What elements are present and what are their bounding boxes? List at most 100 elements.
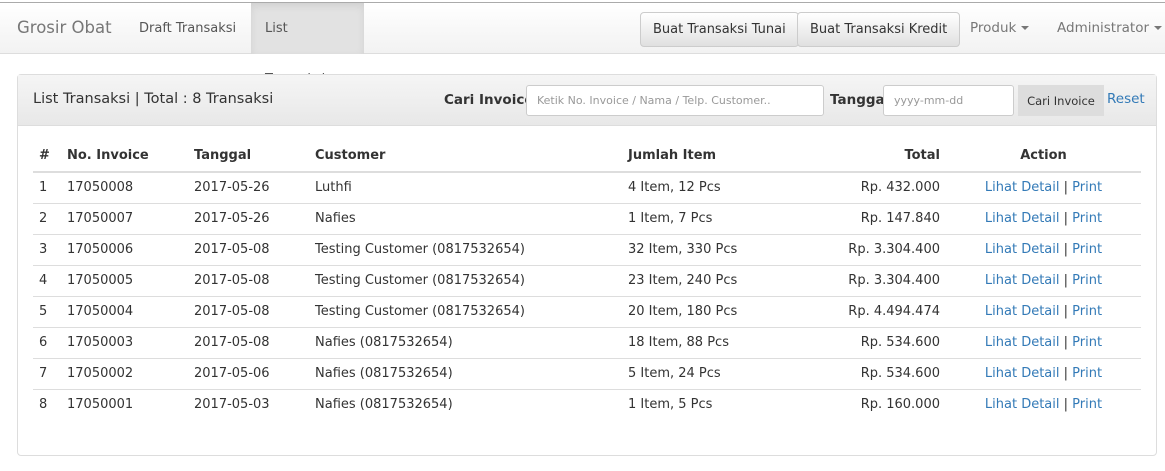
action-cell: Lihat Detail | Print (946, 358, 1141, 390)
table-cell: 17050008 (61, 172, 188, 204)
table-cell: Nafies (0817532654) (309, 327, 622, 359)
action-cell: Lihat Detail | Print (946, 296, 1141, 328)
print-link[interactable]: Print (1072, 273, 1103, 288)
table-cell: 17050006 (61, 234, 188, 266)
separator: | (1063, 273, 1069, 288)
print-link[interactable]: Print (1072, 366, 1103, 381)
navbar: Grosir Obat Draft Transaksi List Transak… (0, 2, 1165, 87)
caret-down-icon (1154, 26, 1163, 30)
lihat-detail-link[interactable]: Lihat Detail (984, 242, 1060, 257)
action-cell: Lihat Detail | Print (946, 203, 1141, 235)
panel-heading: List Transaksi | Total : 8 Transaksi Car… (18, 75, 1156, 126)
table-cell: 1 Item, 5 Pcs (628, 397, 713, 413)
table-cell: 17050003 (61, 327, 188, 359)
column-header: Customer (309, 140, 622, 173)
table-cell: Nafies (0817532654) (315, 397, 453, 413)
table-row: 4 17050005 2017-05-08 Testing Customer (081… (33, 265, 1141, 297)
table-cell: Rp. 147.840 (792, 203, 946, 235)
table-cell: 17050002 (61, 358, 188, 390)
date-label: Tanggal (830, 92, 890, 108)
table-row: 1 17050008 2017-05-26 Luthfi 4 Item, 12 Pcs R… (33, 172, 1141, 204)
print-link[interactable]: Print (1072, 211, 1103, 226)
table-cell: Testing Customer (0817532654) (309, 296, 622, 328)
table-row: 5 17050004 2017-05-08 Testing Customer (081… (33, 296, 1141, 328)
date-input[interactable] (883, 85, 1014, 116)
table-cell: 1 Item, 7 Pcs (622, 203, 792, 235)
print-link[interactable]: Print (1072, 397, 1103, 413)
separator: | (1063, 242, 1069, 257)
table-cell: Rp. 4.494.474 (792, 296, 946, 328)
print-link[interactable]: Print (1072, 304, 1103, 319)
table-cell: 3 (33, 234, 61, 266)
table-cell: 2017-05-08 (188, 327, 309, 359)
table-cell: 1 (33, 172, 61, 204)
nav-list-transaksi[interactable]: List Transaksi (251, 3, 364, 87)
separator: | (1063, 366, 1069, 381)
table-row: 3 17050006 2017-05-08 Testing Customer (081… (33, 234, 1141, 266)
separator: | (1063, 304, 1069, 319)
table-cell: 4 (33, 265, 61, 297)
column-header: No. Invoice (61, 140, 188, 173)
table-cell: Rp. 432.000 (792, 172, 946, 204)
column-header: Action (946, 140, 1141, 173)
produk-dropdown[interactable]: Produk (970, 3, 1030, 54)
table-cell: Rp. 160.000 (860, 397, 940, 413)
caret-down-icon (1021, 26, 1030, 30)
table-cell: 2017-05-03 (194, 397, 270, 413)
table-cell: Testing Customer (0817532654) (309, 234, 622, 266)
nav-draft-transaksi[interactable]: Draft Transaksi (139, 21, 237, 36)
search-input[interactable] (526, 85, 824, 116)
table-cell: 18 Item, 88 Pcs (622, 327, 792, 359)
table-cell: 17050001 (67, 397, 134, 413)
table-row: 6 17050003 2017-05-08 Nafies (0817532654) 18… (33, 327, 1141, 359)
table-cell: 8 (39, 397, 48, 413)
table-cell: 32 Item, 330 Pcs (622, 234, 792, 266)
buat-transaksi-kredit-button[interactable]: Buat Transaksi Kredit (797, 12, 961, 47)
table-cell: 20 Item, 180 Pcs (622, 296, 792, 328)
administrator-label: Administrator (1057, 20, 1150, 36)
brand[interactable]: Grosir Obat (17, 18, 112, 37)
administrator-dropdown[interactable]: Administrator (1057, 3, 1163, 54)
action-cell: Lihat Detail | Print (946, 389, 1141, 420)
lihat-detail-link[interactable]: Lihat Detail (984, 304, 1060, 319)
table-cell: 5 (33, 296, 61, 328)
print-link[interactable]: Print (1072, 335, 1103, 350)
table-cell: 7 (33, 358, 61, 390)
table-cell: 17050004 (61, 296, 188, 328)
print-link[interactable]: Print (1072, 242, 1103, 257)
separator: | (1063, 397, 1069, 413)
produk-label: Produk (970, 20, 1017, 36)
table-cell: 2017-05-08 (188, 296, 309, 328)
action-cell: Lihat Detail | Print (946, 265, 1141, 297)
transaction-panel: List Transaksi | Total : 8 Transaksi Car… (17, 74, 1157, 456)
print-link[interactable]: Print (1072, 180, 1103, 196)
lihat-detail-link[interactable]: Lihat Detail (984, 397, 1060, 413)
table-cell: 17050005 (61, 265, 188, 297)
table-cell: 2017-05-26 (188, 203, 309, 235)
lihat-detail-link[interactable]: Lihat Detail (984, 273, 1060, 288)
table-cell: 2017-05-06 (188, 358, 309, 390)
lihat-detail-link[interactable]: Lihat Detail (984, 211, 1060, 226)
column-header: Total (792, 140, 946, 173)
table-row: 8 17050001 2017-05-03 Nafies (0817532654) 1 … (33, 389, 1141, 420)
table-cell: 4 Item, 12 Pcs (622, 172, 792, 204)
column-header: # (33, 140, 61, 173)
table-row: 7 17050002 2017-05-06 Nafies (0817532654) 5 … (33, 358, 1141, 390)
table-cell: Luthfi (309, 172, 622, 204)
lihat-detail-link[interactable]: Lihat Detail (984, 335, 1060, 350)
column-header: Jumlah Item (622, 140, 792, 173)
table-cell: 2017-05-08 (188, 234, 309, 266)
lihat-detail-link[interactable]: Lihat Detail (984, 366, 1060, 381)
table-cell: 2017-05-08 (188, 265, 309, 297)
table-cell: Testing Customer (0817532654) (309, 265, 622, 297)
reset-link[interactable]: Reset (1107, 91, 1145, 107)
separator: | (1063, 335, 1069, 350)
buat-transaksi-tunai-button[interactable]: Buat Transaksi Tunai (640, 12, 799, 47)
lihat-detail-link[interactable]: Lihat Detail (984, 180, 1060, 196)
table-cell: 6 (33, 327, 61, 359)
table-cell: Rp. 3.304.400 (792, 265, 946, 297)
transaction-table: # No. Invoice Tanggal Customer Jumlah Item To… (33, 140, 1141, 420)
search-button[interactable]: Cari Invoice (1018, 85, 1104, 116)
action-cell: Lihat Detail | Print (946, 234, 1141, 266)
action-cell: Lihat Detail | Print (946, 172, 1141, 204)
